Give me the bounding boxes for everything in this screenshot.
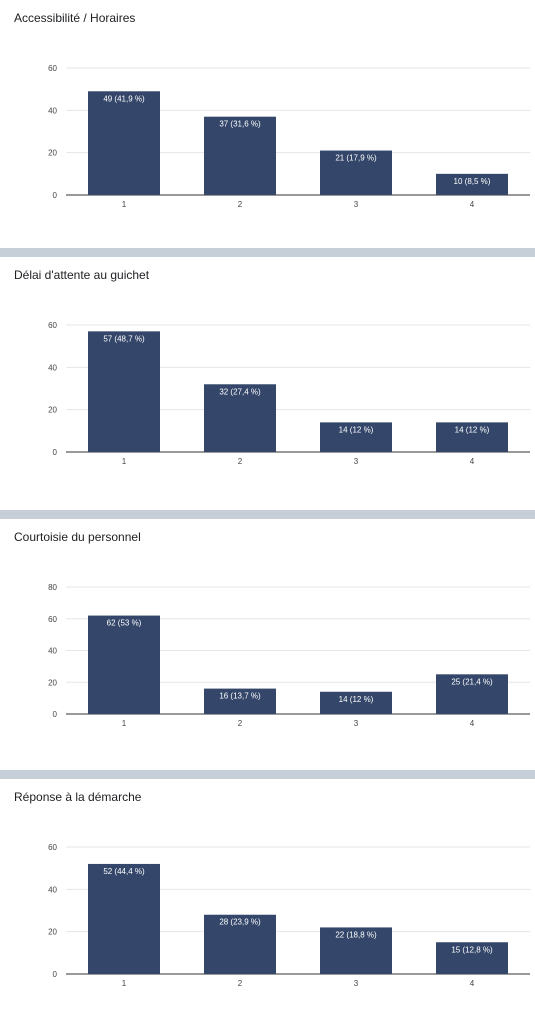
x-tick-label: 3 — [354, 457, 359, 466]
x-tick-label: 4 — [470, 719, 475, 728]
y-tick-label: 20 — [48, 678, 57, 687]
bar-3 — [320, 150, 392, 195]
data-label: 25 (21,4 %) — [451, 677, 493, 686]
y-tick-label: 60 — [48, 64, 57, 73]
chart-title: Réponse à la démarche — [14, 790, 142, 804]
chart-title: Délai d'attente au guichet — [14, 268, 150, 282]
section-divider — [0, 770, 535, 779]
x-tick-label: 3 — [354, 979, 359, 988]
data-label: 28 (23,9 %) — [219, 918, 261, 927]
bar-1 — [88, 863, 160, 974]
y-tick-label: 0 — [53, 191, 58, 200]
x-tick-label: 1 — [122, 457, 127, 466]
bar-3 — [320, 691, 392, 714]
y-tick-label: 60 — [48, 321, 57, 330]
chart-panel-reponse-demarche: Réponse à la démarche 0 20 40 60 52 (44,4 %)… — [0, 779, 535, 1027]
y-tick-label: 60 — [48, 843, 57, 852]
bar-3 — [320, 422, 392, 452]
bar-1 — [88, 331, 160, 452]
section-divider — [0, 510, 535, 519]
data-label: 32 (27,4 %) — [219, 387, 261, 396]
data-label: 15 (12,8 %) — [451, 945, 493, 954]
y-tick-label: 0 — [53, 448, 58, 457]
data-label: 21 (17,9 %) — [335, 154, 377, 163]
y-tick-label: 60 — [48, 615, 57, 624]
x-tick-label: 1 — [122, 719, 127, 728]
bar-chart-reponse-demarche: 0 20 40 60 52 (44,4 %) 1 28 (23,9 %) 2 22 (18,8 … — [48, 843, 530, 988]
data-label: 37 (31,6 %) — [219, 120, 261, 129]
bar-4 — [436, 422, 508, 452]
chart-title: Courtoisie du personnel — [14, 530, 141, 544]
bar-1 — [88, 91, 160, 195]
section-divider — [0, 248, 535, 257]
x-tick-label: 4 — [470, 979, 475, 988]
bar-1 — [88, 615, 160, 714]
chart-panel-courtoisie: Courtoisie du personnel 0 20 40 60 80 62 (53 … — [0, 519, 535, 767]
y-tick-label: 40 — [48, 363, 57, 372]
bar-2 — [204, 384, 276, 452]
x-tick-label: 3 — [354, 200, 359, 209]
x-tick-label: 2 — [238, 457, 243, 466]
data-label: 16 (13,7 %) — [219, 692, 261, 701]
bar-chart-courtoisie: 0 20 40 60 80 62 (53 %) 1 16 (13,7 %) 2 14 (12 %)… — [48, 583, 530, 728]
data-label: 14 (12 %) — [455, 425, 490, 434]
chart-title: Accessibilité / Horaires — [14, 11, 136, 25]
y-tick-label: 40 — [48, 647, 57, 656]
bar-2 — [204, 116, 276, 195]
data-label: 62 (53 %) — [107, 619, 142, 628]
y-tick-label: 20 — [48, 149, 57, 158]
data-label: 49 (41,9 %) — [103, 94, 145, 103]
bar-4 — [436, 173, 508, 195]
x-tick-label: 1 — [122, 200, 127, 209]
data-label: 10 (8,5 %) — [454, 177, 491, 186]
bar-2 — [204, 914, 276, 974]
bar-4 — [436, 942, 508, 974]
data-label: 52 (44,4 %) — [103, 867, 145, 876]
x-tick-label: 2 — [238, 719, 243, 728]
data-label: 14 (12 %) — [339, 695, 374, 704]
y-tick-label: 80 — [48, 583, 57, 592]
y-tick-label: 40 — [48, 885, 57, 894]
bar-4 — [436, 674, 508, 714]
y-tick-label: 20 — [48, 928, 57, 937]
bar-chart-delai-attente: 0 20 40 60 57 (48,7 %) 1 32 (27,4 %) 2 14 (12 %)… — [48, 321, 530, 466]
x-tick-label: 2 — [238, 200, 243, 209]
y-tick-label: 0 — [53, 970, 58, 979]
data-label: 57 (48,7 %) — [103, 334, 145, 343]
bar-2 — [204, 688, 276, 714]
y-tick-label: 20 — [48, 406, 57, 415]
bar-3 — [320, 927, 392, 974]
x-tick-label: 4 — [470, 457, 475, 466]
x-tick-label: 4 — [470, 200, 475, 209]
y-tick-label: 0 — [53, 710, 58, 719]
data-label: 22 (18,8 %) — [335, 930, 377, 939]
chart-panel-accessibilite: Accessibilité / Horaires 0 20 40 60 49 (41,9… — [0, 0, 535, 248]
x-tick-label: 3 — [354, 719, 359, 728]
chart-panel-delai-attente: Délai d'attente au guichet 0 20 40 60 57 (48… — [0, 257, 535, 505]
y-tick-label: 40 — [48, 106, 57, 115]
data-label: 14 (12 %) — [339, 425, 374, 434]
bar-chart-accessibilite: 0 20 40 60 49 (41,9 %) 1 37 (31,6 %) 2 21 (17,9 … — [48, 64, 530, 209]
x-tick-label: 1 — [122, 979, 127, 988]
x-tick-label: 2 — [238, 979, 243, 988]
